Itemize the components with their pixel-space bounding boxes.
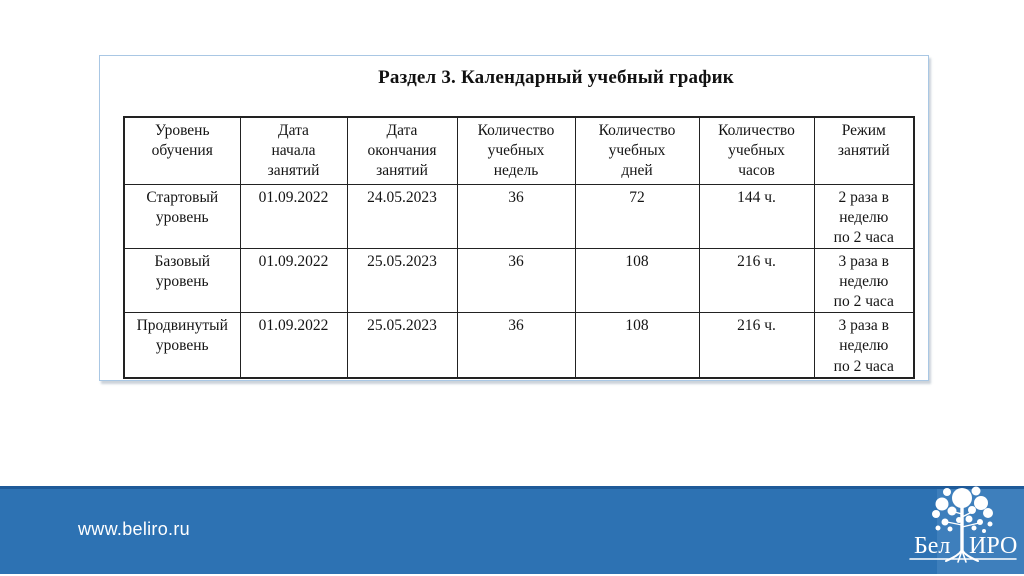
table-cell: 216 ч.	[698, 312, 815, 379]
table-cell: Базовый уровень	[123, 247, 241, 314]
table-cell: 108	[574, 247, 700, 314]
tree-icon: Бел ИРО	[909, 486, 1017, 563]
header-cell-start-date: Дата начала занятий	[239, 116, 348, 185]
table-cell: 25.05.2023	[346, 312, 458, 379]
table-cell: 36	[456, 183, 576, 249]
header-cell-mode: Режим занятий	[813, 116, 915, 185]
table-cell: Продвинутый уровень	[123, 312, 241, 379]
table-cell: 01.09.2022	[239, 183, 348, 249]
table-cell: 01.09.2022	[239, 312, 348, 379]
footer-bar: www.beliro.ru	[0, 486, 1024, 574]
table-cell: 3 раза в неделю по 2 часа	[813, 312, 915, 379]
table-cell: 01.09.2022	[239, 247, 348, 314]
header-cell-level: Уровень обучения	[123, 116, 241, 185]
header-cell-hours: Количество учебных часов	[698, 116, 815, 185]
header-cell-days: Количество учебных дней	[574, 116, 700, 185]
table-cell: 2 раза в неделю по 2 часа	[813, 183, 915, 249]
table-row-advanced-level: Продвинутый уровень 01.09.2022 25.05.202…	[123, 312, 915, 379]
table-cell: 3 раза в неделю по 2 часа	[813, 247, 915, 314]
table-cell: 36	[456, 312, 576, 379]
table-cell: 144 ч.	[698, 183, 815, 249]
header-row: Уровень обучения Дата начала занятий Дат…	[123, 116, 915, 185]
table-cell: Стартовый уровень	[123, 183, 241, 249]
table-row-start-level: Стартовый уровень 01.09.2022 24.05.2023 …	[123, 183, 915, 249]
table-row-base-level: Базовый уровень 01.09.2022 25.05.2023 36…	[123, 247, 915, 314]
content-box: Раздел 3. Календарный учебный график Уро…	[99, 55, 929, 381]
schedule-table: Уровень обучения Дата начала занятий Дат…	[123, 116, 915, 379]
table-cell: 72	[574, 183, 700, 249]
table-cell: 25.05.2023	[346, 247, 458, 314]
beliro-logo: Бел ИРО	[902, 484, 1022, 576]
header-cell-end-date: Дата окончания занятий	[346, 116, 458, 185]
table-cell: 36	[456, 247, 576, 314]
site-url: www.beliro.ru	[78, 519, 190, 539]
table-cell: 108	[574, 312, 700, 379]
logo-text-right: ИРО	[969, 533, 1017, 559]
table-cell: 216 ч.	[698, 247, 815, 314]
table-cell: 24.05.2023	[346, 183, 458, 249]
header-cell-weeks: Количество учебных недель	[456, 116, 576, 185]
slide-title: Раздел 3. Календарный учебный график	[378, 67, 734, 88]
logo-text-left: Бел	[914, 533, 950, 559]
